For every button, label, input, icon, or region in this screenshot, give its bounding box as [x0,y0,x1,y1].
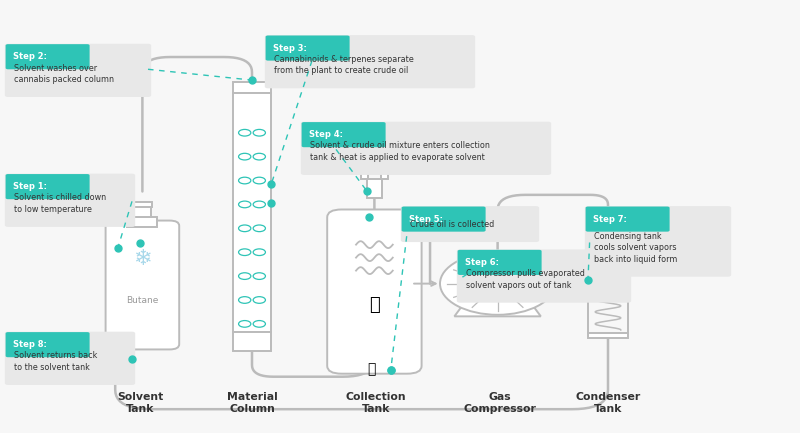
Text: ❄: ❄ [133,249,152,268]
Text: 🟡: 🟡 [367,363,375,377]
Bar [134,206,150,217]
FancyBboxPatch shape [5,174,135,227]
Bar [588,333,628,338]
Bar [233,93,271,332]
Bar [382,172,388,179]
Text: Step 5:: Step 5: [409,215,443,223]
Text: Condenser
Tank: Condenser Tank [575,392,641,414]
FancyBboxPatch shape [265,35,475,88]
FancyBboxPatch shape [6,332,90,357]
Text: Material
Column: Material Column [226,392,278,414]
FancyBboxPatch shape [457,249,631,303]
FancyBboxPatch shape [302,122,386,147]
FancyBboxPatch shape [327,210,422,374]
Text: Step 2:: Step 2: [13,52,46,61]
Text: Step 1:: Step 1: [13,182,46,191]
Text: Solvent washes over
cannabis packed column: Solvent washes over cannabis packed colu… [14,64,114,84]
Text: Cannabinoids & terpenes separate
from the plant to create crude oil: Cannabinoids & terpenes separate from th… [274,55,414,75]
Text: Condensing tank
cools solvent vapors
back into liquid form: Condensing tank cools solvent vapors bac… [594,232,677,264]
FancyBboxPatch shape [458,250,542,275]
FancyBboxPatch shape [106,220,179,349]
Text: Step 7:: Step 7: [593,215,626,223]
FancyBboxPatch shape [585,206,731,277]
Text: Compressor pulls evaporated
solvent vapors out of tank: Compressor pulls evaporated solvent vapo… [466,269,585,290]
Text: Solvent is chilled down
to low temperature: Solvent is chilled down to low temperatu… [14,194,106,214]
Text: Step 4:: Step 4: [309,130,343,139]
Circle shape [440,252,555,315]
FancyBboxPatch shape [6,44,90,69]
Text: Step 3:: Step 3: [273,44,306,52]
Bar [133,202,152,207]
Text: Step 6:: Step 6: [465,258,499,267]
Bar [233,82,271,93]
FancyBboxPatch shape [5,332,135,385]
Text: Solvent & crude oil mixture enters collection
tank & heat is applied to evaporat: Solvent & crude oil mixture enters colle… [310,142,490,162]
Text: Solvent
Tank: Solvent Tank [117,392,163,414]
FancyBboxPatch shape [402,207,486,232]
Text: Solvent returns back
to the solvent tank: Solvent returns back to the solvent tank [14,352,97,372]
Text: Butane: Butane [126,296,158,305]
Text: Crude oil is collected: Crude oil is collected [410,220,494,229]
Text: Step 8:: Step 8: [13,340,46,349]
FancyBboxPatch shape [266,36,350,61]
Bar [588,216,628,222]
FancyBboxPatch shape [586,207,670,232]
Bar [367,179,382,198]
Text: 🔥: 🔥 [369,296,380,314]
FancyBboxPatch shape [6,174,90,199]
FancyBboxPatch shape [301,122,551,175]
Text: Collection
Tank: Collection Tank [346,392,406,414]
Polygon shape [454,301,541,317]
Circle shape [494,282,501,285]
Bar [233,332,271,351]
FancyBboxPatch shape [401,206,539,242]
Bar [127,216,158,226]
Text: Gas
Compressor: Gas Compressor [463,392,537,414]
FancyBboxPatch shape [5,44,151,97]
Bar [361,172,367,179]
